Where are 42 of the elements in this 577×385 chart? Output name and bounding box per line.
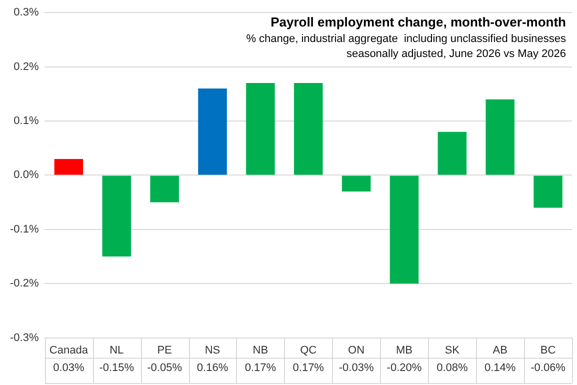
data-label: -0.03% xyxy=(338,362,374,374)
bar xyxy=(486,99,514,175)
x-tick-label: SK xyxy=(444,344,460,356)
y-tick-label: 0.0% xyxy=(14,169,39,182)
text: % change, industrial aggregate including unclassified businesses seasonally adjusted, June 2026 vs May 2026 xyxy=(246,33,566,60)
bar xyxy=(150,176,179,202)
data-label: 0.14% xyxy=(484,362,516,374)
y-tick-label: -0.3% xyxy=(10,332,39,344)
x-tick-label: NS xyxy=(204,344,220,356)
y-tick-label: 0.2% xyxy=(14,60,39,73)
bar xyxy=(198,88,227,175)
bar xyxy=(294,83,323,175)
data-label: 0.08% xyxy=(436,362,468,374)
bar xyxy=(438,132,467,175)
bar xyxy=(102,176,132,256)
data-label: 0.03% xyxy=(53,362,85,374)
x-tick-label: QC xyxy=(300,344,317,356)
data-label: -0.15% xyxy=(99,362,134,374)
x-tick-label: AB xyxy=(492,344,508,356)
data-label: 0.17% xyxy=(292,362,324,374)
x-tick-label: NL xyxy=(110,344,124,356)
x-tick-label: NB xyxy=(252,344,268,356)
data-label: 0.17% xyxy=(244,362,276,374)
y-tick-label: 0.1% xyxy=(14,115,39,128)
x-tick-label: MB xyxy=(396,344,412,356)
data-label: -0.20% xyxy=(386,362,422,374)
data-label: -0.06% xyxy=(530,362,566,374)
bar xyxy=(534,176,562,208)
chart-title: Payroll employment change, month-over-month xyxy=(270,14,566,30)
bar xyxy=(246,83,275,175)
x-tick-label: PE xyxy=(157,344,172,356)
y-tick-label: -0.2% xyxy=(10,278,39,290)
data-label: -0.05% xyxy=(147,362,182,374)
bar xyxy=(342,176,371,192)
x-tick-label: Canada xyxy=(49,344,89,356)
bar xyxy=(54,158,84,175)
bar xyxy=(390,176,419,284)
y-tick-label: 0.3% xyxy=(14,6,39,19)
x-tick-label: BC xyxy=(540,344,556,356)
y-tick-label: -0.1% xyxy=(10,223,39,236)
data-label: 0.16% xyxy=(196,362,228,374)
x-tick-label: ON xyxy=(348,344,365,356)
